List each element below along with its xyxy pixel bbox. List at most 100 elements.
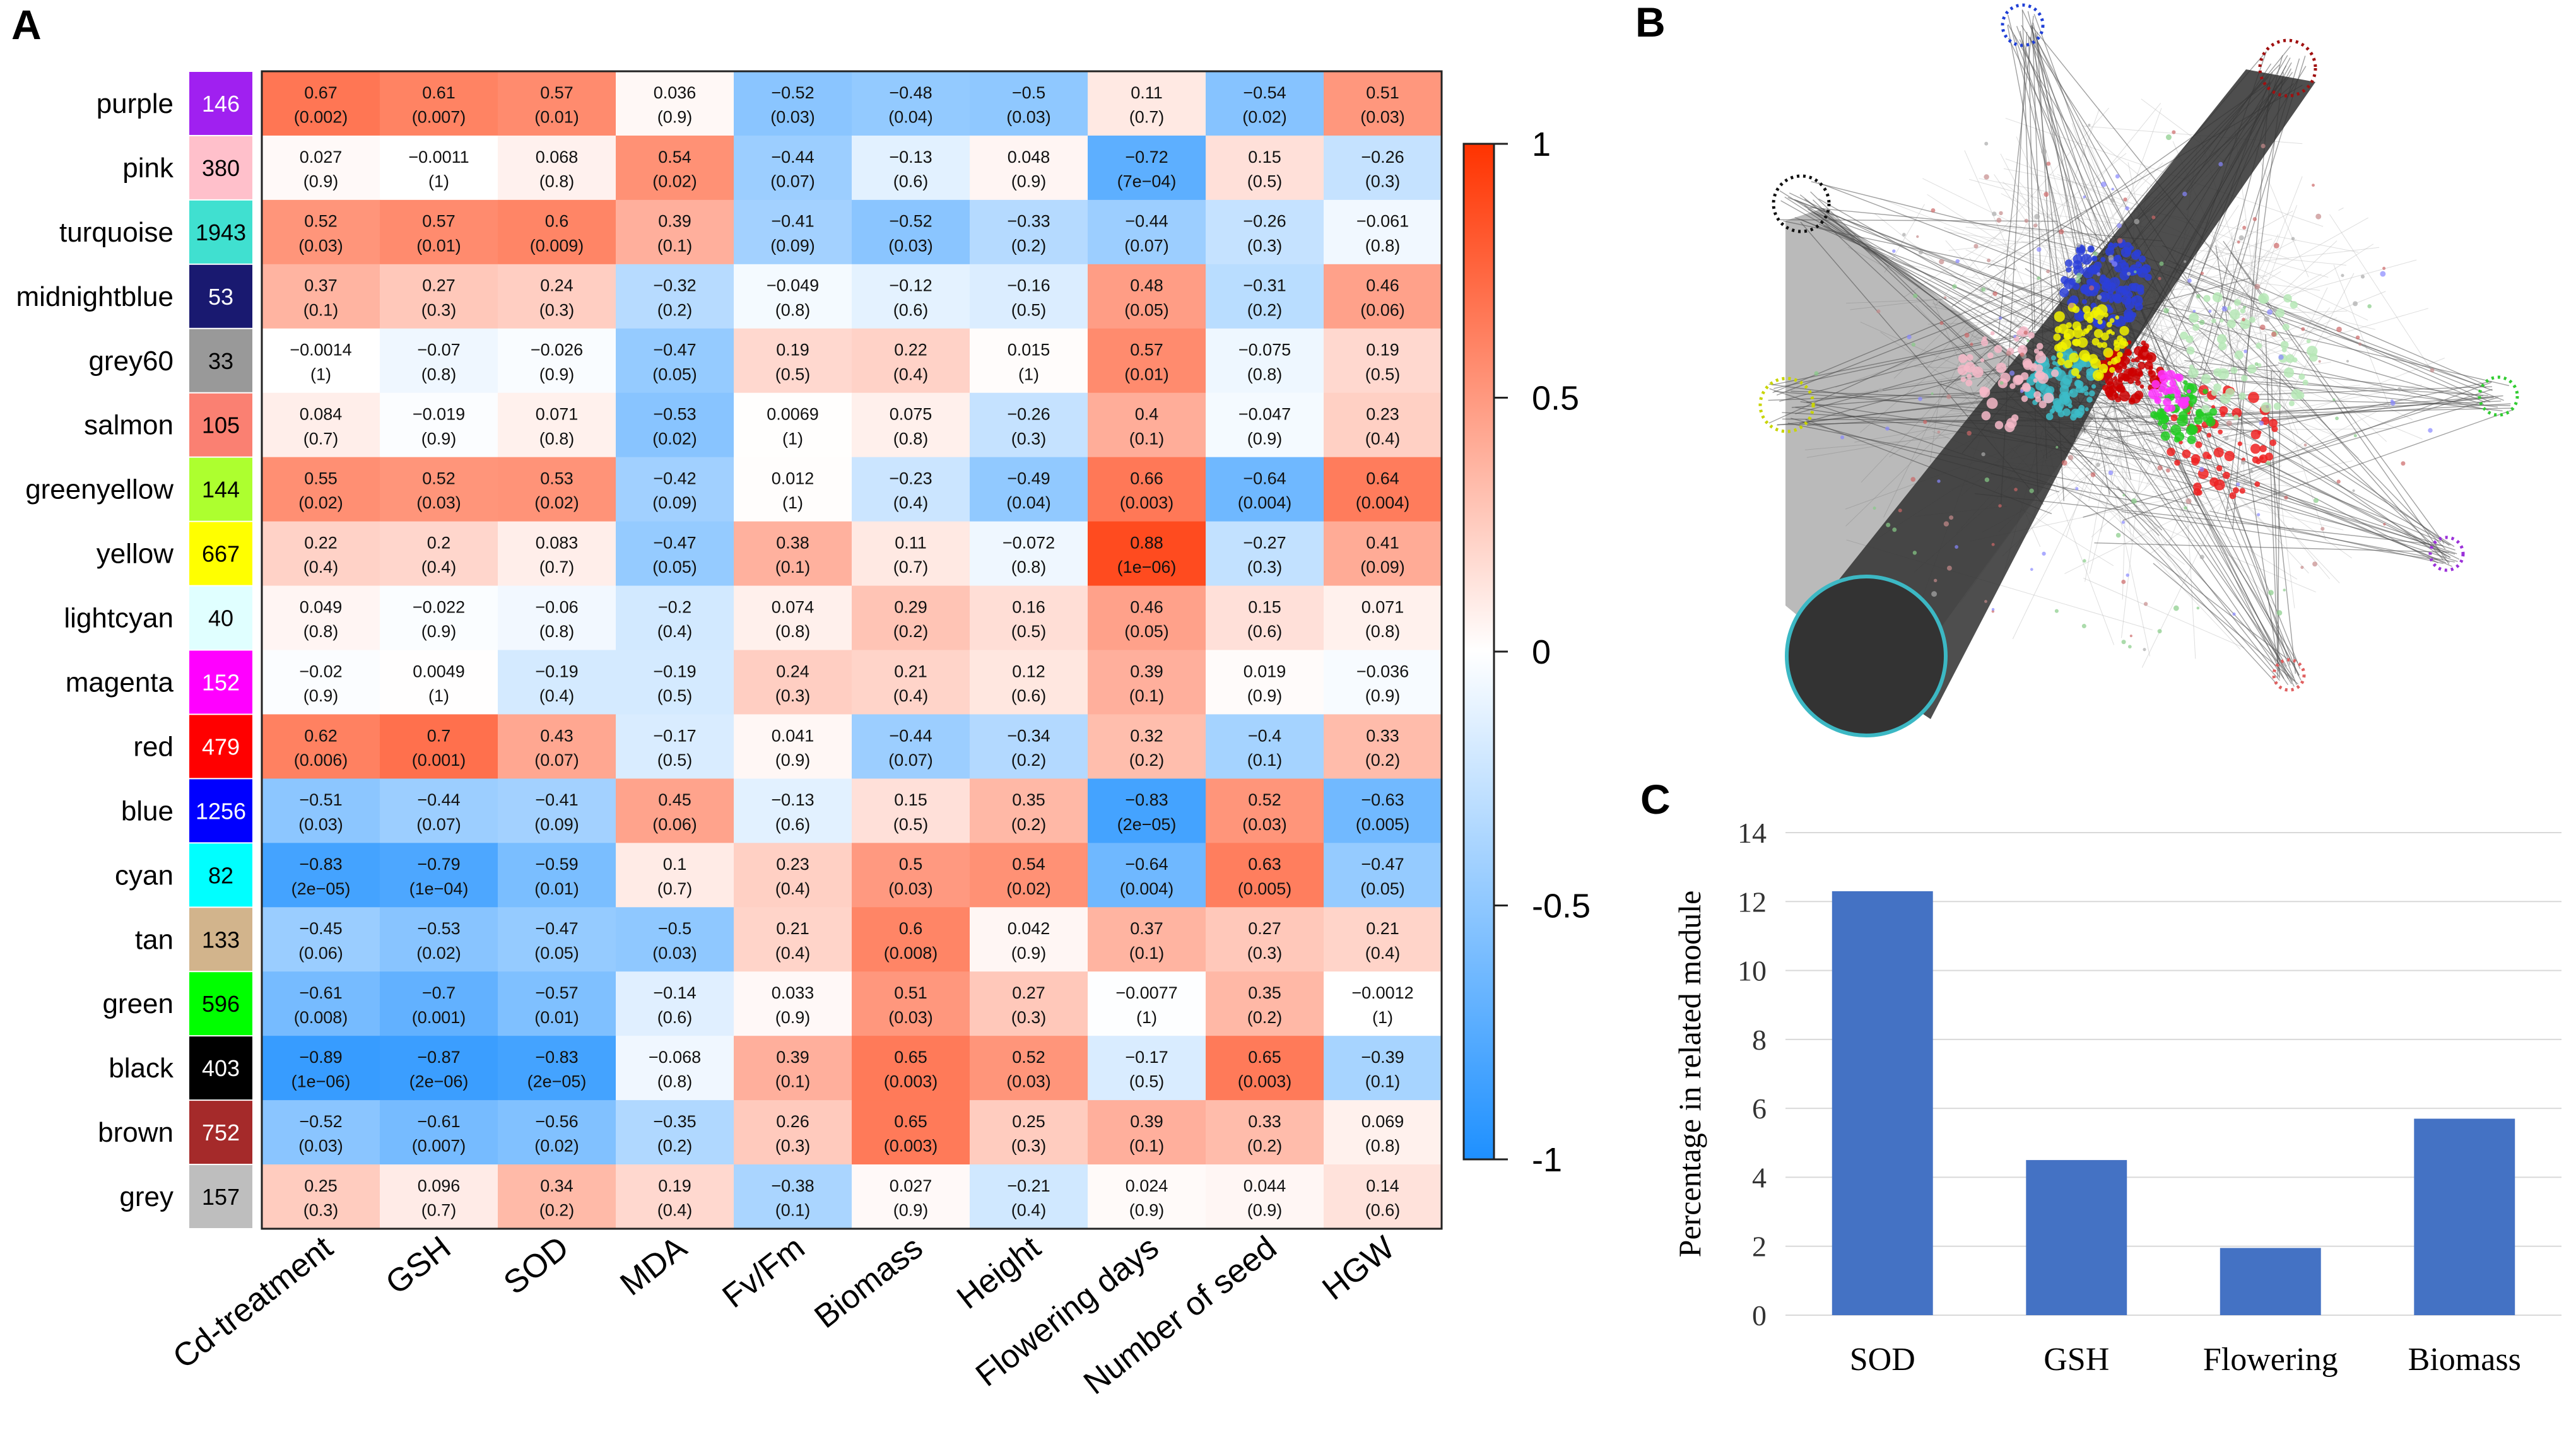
cell-correlation: −0.89 bbox=[299, 1048, 342, 1067]
network-node bbox=[2089, 285, 2095, 291]
cell-correlation: 0.48 bbox=[1130, 276, 1163, 295]
network-node bbox=[2213, 479, 2225, 491]
network-node bbox=[2107, 361, 2112, 366]
network-node bbox=[2070, 414, 2077, 421]
network-node bbox=[2187, 278, 2192, 283]
heatmap-cell bbox=[1088, 907, 1206, 972]
cell-pvalue: (1) bbox=[428, 172, 449, 191]
network-node bbox=[1994, 344, 2003, 353]
heatmap-colorbar: 1 0.5 0 -0.5 -1 bbox=[1462, 126, 1591, 1179]
cell-pvalue: (0.5) bbox=[1365, 365, 1401, 384]
cell-pvalue: (0.3) bbox=[421, 300, 457, 319]
cell-pvalue: (0.2) bbox=[1011, 236, 1047, 255]
cell-correlation: 0.65 bbox=[894, 1048, 927, 1067]
network-node bbox=[1918, 250, 1924, 255]
cell-correlation: 0.027 bbox=[890, 1176, 932, 1195]
network-node bbox=[2013, 335, 2016, 338]
heatmap-cell bbox=[852, 1164, 970, 1229]
cell-pvalue: (0.02) bbox=[1006, 879, 1051, 898]
network-node bbox=[2029, 488, 2034, 493]
network-node bbox=[1986, 397, 1998, 409]
y-tick-label: 14 bbox=[1738, 817, 1767, 849]
cell-correlation: 0.52 bbox=[1248, 790, 1281, 809]
cell-pvalue: (0.3) bbox=[1247, 236, 1283, 255]
network-node bbox=[2119, 270, 2130, 281]
heatmap-cell bbox=[970, 71, 1088, 136]
heatmap-cell bbox=[1206, 1036, 1324, 1101]
bar bbox=[2220, 1248, 2321, 1315]
network-node bbox=[2261, 143, 2266, 149]
heatmap-cell bbox=[262, 135, 380, 201]
network-node bbox=[2091, 255, 2098, 262]
network-node bbox=[2088, 124, 2091, 127]
module-gene-count: 144 bbox=[202, 477, 240, 503]
cell-pvalue: (0.03) bbox=[888, 1008, 933, 1027]
cell-pvalue: (0.7) bbox=[539, 558, 575, 577]
cell-correlation: 0.049 bbox=[300, 597, 343, 616]
heatmap-cell bbox=[852, 1100, 970, 1165]
y-tick-label: 2 bbox=[1752, 1231, 1767, 1263]
cell-correlation: 0.27 bbox=[422, 276, 456, 295]
network-node bbox=[2259, 324, 2266, 331]
cell-correlation: 0.57 bbox=[1130, 341, 1163, 360]
cell-correlation: −0.14 bbox=[653, 983, 696, 1002]
module-label: greenyellow bbox=[25, 474, 173, 505]
cell-correlation: 0.57 bbox=[422, 212, 456, 231]
network-node bbox=[2143, 343, 2150, 349]
heatmap-cell bbox=[380, 328, 498, 394]
network-node bbox=[2211, 405, 2216, 409]
cell-pvalue: (0.03) bbox=[770, 108, 815, 127]
network-node bbox=[2026, 339, 2030, 343]
heatmap-border bbox=[261, 70, 1443, 1230]
network-node bbox=[2091, 384, 2097, 389]
network-node bbox=[1892, 527, 1897, 532]
cell-pvalue: (0.6) bbox=[1247, 622, 1283, 641]
network-node bbox=[2266, 460, 2271, 466]
heatmap-cell bbox=[498, 392, 616, 458]
heatmap-cell bbox=[1324, 328, 1442, 394]
network-node bbox=[2185, 335, 2194, 343]
cell-correlation: 0.084 bbox=[300, 405, 343, 424]
cell-pvalue: (0.5) bbox=[657, 686, 693, 705]
network-node bbox=[2218, 342, 2227, 351]
network-node bbox=[2083, 311, 2093, 322]
cell-pvalue: (0.1) bbox=[1129, 1137, 1165, 1156]
network-node bbox=[2291, 237, 2295, 241]
network-hub bbox=[2272, 658, 2306, 692]
network-node bbox=[2255, 343, 2262, 349]
network-node bbox=[2084, 391, 2089, 396]
network-node bbox=[2122, 290, 2129, 296]
network-node bbox=[2133, 270, 2137, 274]
network-node bbox=[1907, 334, 1912, 339]
network-edge bbox=[2222, 380, 2492, 438]
network-node bbox=[2220, 318, 2224, 323]
network-node bbox=[2067, 455, 2074, 460]
cell-pvalue: (2e−05) bbox=[1117, 815, 1177, 834]
network-node bbox=[2083, 559, 2086, 563]
cell-pvalue: (0.1) bbox=[775, 1072, 811, 1091]
cell-pvalue: (0.8) bbox=[893, 429, 929, 448]
colorbar-tick-label: -1 bbox=[1532, 1141, 1562, 1179]
module-label: purple bbox=[97, 88, 173, 119]
network-edge bbox=[2021, 25, 2245, 367]
cell-correlation: 0.21 bbox=[894, 662, 927, 681]
cell-pvalue: (0.9) bbox=[893, 1201, 929, 1220]
network-node bbox=[2184, 260, 2187, 263]
network-node bbox=[2233, 414, 2239, 420]
network-node bbox=[2177, 437, 2181, 442]
cell-correlation: 0.34 bbox=[540, 1176, 573, 1195]
network-node bbox=[2271, 426, 2278, 433]
module-color-swatch bbox=[189, 908, 252, 971]
cell-pvalue: (0.009) bbox=[530, 236, 584, 255]
network-node bbox=[2201, 373, 2211, 384]
heatmap-cell bbox=[616, 521, 734, 587]
network-node bbox=[2053, 399, 2064, 411]
network-edge bbox=[2020, 508, 2114, 566]
cell-correlation: 0.21 bbox=[776, 919, 809, 938]
cell-pvalue: (1e−06) bbox=[1117, 558, 1177, 577]
network-node bbox=[2219, 406, 2228, 415]
network-node bbox=[2081, 254, 2092, 265]
heatmap-cell bbox=[498, 843, 616, 908]
cell-pvalue: (0.5) bbox=[1129, 1072, 1165, 1091]
cell-correlation: 0.074 bbox=[772, 597, 815, 616]
